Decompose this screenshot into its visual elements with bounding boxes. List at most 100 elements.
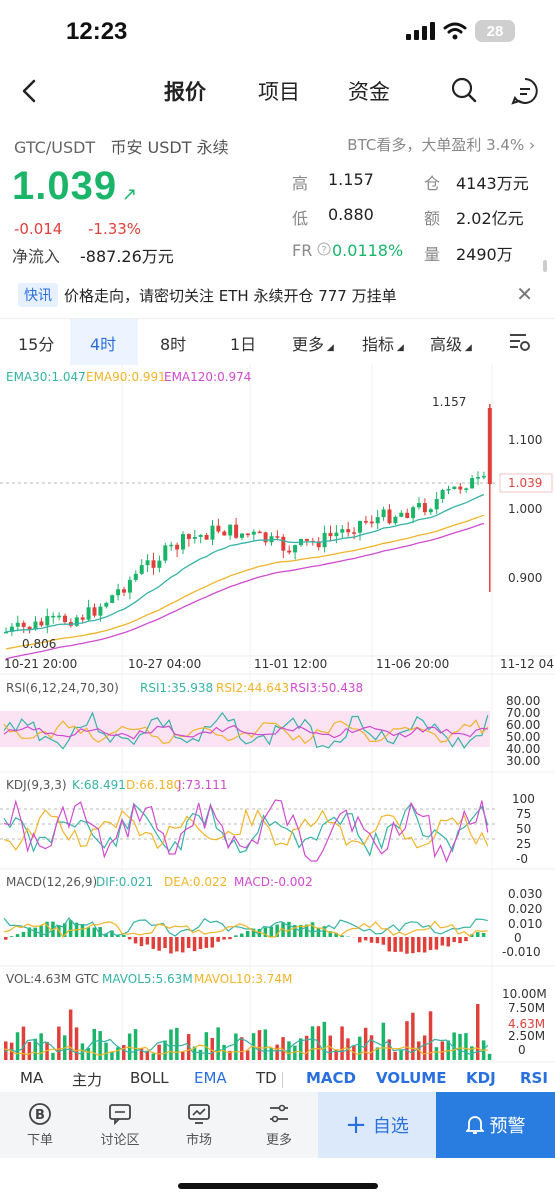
volume-bar: [21, 1026, 26, 1060]
advanced-menu[interactable]: 高级 ◢: [430, 335, 472, 354]
volume-bar: [340, 1026, 344, 1060]
candle-body: [481, 475, 486, 478]
volume-bar: [257, 1030, 262, 1060]
ind-macd[interactable]: MACD: [306, 1069, 356, 1087]
candle-body: [216, 525, 221, 532]
more-button[interactable]: 更多: [243, 1092, 315, 1158]
ind-rsi[interactable]: RSI: [520, 1069, 548, 1087]
search-icon[interactable]: [450, 76, 478, 104]
chat-icon[interactable]: [510, 76, 540, 106]
vol-tick: 2.50M: [508, 1029, 545, 1043]
discussion-button[interactable]: 讨论区: [84, 1092, 156, 1158]
macd-bar: [163, 937, 167, 949]
candle-body: [122, 589, 126, 593]
interval-4h[interactable]: 4时: [90, 335, 117, 354]
candle-body: [98, 606, 103, 616]
volume-bar: [234, 1033, 238, 1060]
open-interest-value: 4143万元: [456, 174, 529, 193]
macd-bar: [293, 925, 297, 937]
volume-bar: [51, 1052, 55, 1060]
macd-bar: [417, 937, 421, 953]
chart-settings-icon[interactable]: [508, 331, 532, 353]
indicator-menu[interactable]: 指标 ◢: [362, 335, 404, 354]
last-price-tag: 1.039: [508, 476, 542, 490]
market-tip-text: BTC看多，大单盈利 3.4%: [347, 136, 525, 154]
sliders-icon: [266, 1103, 292, 1125]
tab-quote[interactable]: 报价: [164, 80, 206, 104]
triangle-icon: ◢: [394, 343, 404, 353]
volume-bar: [192, 1046, 197, 1060]
candle-body: [15, 622, 20, 627]
candle-body: [411, 507, 416, 519]
macd-bar: [204, 937, 209, 948]
ema120-line: [5, 522, 485, 660]
kdj-tick: 75: [516, 807, 531, 821]
candle-body: [157, 560, 162, 568]
time-tick: 11-12 04: [500, 657, 554, 671]
ind-volume[interactable]: VOLUME: [376, 1069, 447, 1087]
news-text: 价格走向，请密切关注 ETH 永续开仓 777 万挂单: [64, 287, 397, 305]
macd-bar: [369, 937, 374, 943]
vol-tick: 4.63M: [508, 1017, 545, 1031]
macd-bar: [464, 937, 468, 942]
market-button[interactable]: 市场: [163, 1092, 235, 1158]
top-nav: 报价 项目 资金: [0, 64, 555, 118]
price-alert-button[interactable]: 预警: [436, 1092, 555, 1158]
candle-body: [428, 509, 433, 513]
back-icon[interactable]: [18, 78, 40, 104]
volume-bar: [228, 1050, 232, 1060]
macd-bar: [186, 937, 191, 948]
macd-bar: [33, 927, 37, 937]
net-inflow-label: 净流入: [12, 247, 61, 266]
rsi-tick: 60.00: [506, 718, 540, 732]
ind-boll[interactable]: BOLL: [130, 1069, 169, 1087]
candle-body: [417, 503, 421, 508]
interval-8h[interactable]: 8时: [160, 335, 187, 354]
macd-bar: [452, 937, 456, 943]
macd-bar: [275, 924, 279, 937]
amount-value: 2.02亿元: [456, 209, 524, 228]
candle-body: [358, 521, 362, 533]
kdj-tick: -0: [516, 852, 528, 866]
rsi-legend: RSI(6,12,24,70,30): [6, 681, 119, 695]
close-icon[interactable]: ✕: [516, 282, 533, 306]
price-change: -0.014: [14, 220, 63, 238]
add-watchlist-button[interactable]: + 自选: [318, 1092, 436, 1158]
ind-ema[interactable]: EMA: [194, 1069, 227, 1087]
market-tip[interactable]: BTC看多，大单盈利 3.4% ›: [347, 134, 535, 155]
macd-bar: [316, 927, 321, 937]
help-icon[interactable]: ?: [317, 242, 331, 256]
macd-bar: [405, 937, 409, 954]
candle-body: [27, 626, 32, 630]
volume-bar: [240, 1037, 244, 1060]
interval-more[interactable]: 更多 ◢: [292, 335, 334, 354]
interval-15m[interactable]: 15分: [18, 335, 55, 354]
vol-tick: 7.50M: [508, 1001, 545, 1015]
pair-symbol: GTC/USDT: [14, 138, 96, 157]
macd-bar: [470, 934, 474, 937]
volume-bar: [304, 1035, 309, 1060]
ind-main-force[interactable]: 主力: [72, 1071, 103, 1089]
ind-kdj[interactable]: KDJ: [466, 1069, 496, 1087]
tab-funds[interactable]: 资金: [348, 80, 390, 104]
macd-bar: [122, 934, 126, 937]
volume-bar: [245, 1050, 250, 1060]
volume-bar: [175, 1027, 179, 1060]
interval-1d[interactable]: 1日: [230, 335, 257, 354]
tab-project[interactable]: 项目: [258, 80, 300, 104]
volume-bar: [57, 1026, 61, 1060]
news-ticker[interactable]: 快讯 价格走向，请密切关注 ETH 永续开仓 777 万挂单 ✕: [0, 280, 555, 312]
volume-bar: [363, 1027, 368, 1060]
candlesticks: [4, 404, 492, 636]
candle-body: [287, 550, 292, 553]
high-marker: 1.157: [432, 395, 466, 409]
order-button[interactable]: B 下单: [4, 1092, 76, 1158]
candle-body: [399, 512, 404, 517]
macd-bar: [334, 932, 338, 937]
macd-tick: 0.010: [508, 917, 542, 931]
candle-body: [446, 489, 451, 491]
ind-ma[interactable]: MA: [20, 1069, 44, 1087]
macd-bar: [393, 937, 397, 952]
kline-chart[interactable]: EMA30:1.047 EMA90:0.991 EMA120:0.974 1.1…: [0, 364, 555, 1064]
ind-td[interactable]: TD: [256, 1069, 277, 1087]
